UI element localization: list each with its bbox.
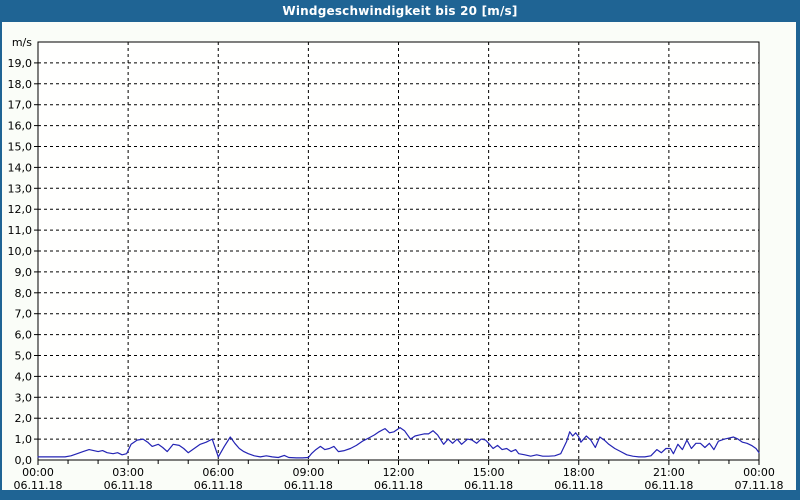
- svg-text:06.11.18: 06.11.18: [554, 479, 603, 490]
- svg-text:06.11.18: 06.11.18: [644, 479, 693, 490]
- svg-text:13,0: 13,0: [8, 182, 33, 195]
- svg-text:17,0: 17,0: [8, 99, 33, 112]
- svg-text:11,0: 11,0: [8, 224, 33, 237]
- svg-text:06.11.18: 06.11.18: [464, 479, 513, 490]
- svg-text:09:00: 09:00: [293, 466, 325, 479]
- svg-text:9,0: 9,0: [15, 266, 33, 279]
- svg-text:12:00: 12:00: [383, 466, 415, 479]
- svg-text:21:00: 21:00: [653, 466, 685, 479]
- svg-text:12,0: 12,0: [8, 203, 33, 216]
- svg-text:00:00: 00:00: [22, 466, 54, 479]
- chart-title: Windgeschwindigkeit bis 20 [m/s]: [282, 4, 518, 18]
- svg-text:16,0: 16,0: [8, 120, 33, 133]
- svg-text:00:00: 00:00: [743, 466, 775, 479]
- svg-text:15,0: 15,0: [8, 141, 33, 154]
- svg-text:14,0: 14,0: [8, 161, 33, 174]
- svg-text:m/s: m/s: [12, 36, 32, 49]
- svg-text:15:00: 15:00: [473, 466, 505, 479]
- svg-text:19,0: 19,0: [8, 57, 33, 70]
- svg-text:06.11.18: 06.11.18: [14, 479, 63, 490]
- chart-panel: 0,0 1,0 2,0 3,0 4,0 5,0 6,0 7,0 8,0 9,0 10,0 11,0 12…: [2, 22, 796, 492]
- svg-text:10,0: 10,0: [8, 245, 33, 258]
- svg-text:7,0: 7,0: [15, 308, 33, 321]
- wind-speed-chart: 0,0 1,0 2,0 3,0 4,0 5,0 6,0 7,0 8,0 9,0 10,0 11,0 12…: [8, 36, 784, 492]
- svg-text:06.11.18: 06.11.18: [194, 479, 243, 490]
- svg-text:06:00: 06:00: [202, 466, 234, 479]
- svg-text:3,0: 3,0: [15, 391, 33, 404]
- svg-text:1,0: 1,0: [15, 433, 33, 446]
- svg-text:07.11.18: 07.11.18: [735, 479, 784, 490]
- svg-text:5,0: 5,0: [15, 350, 33, 363]
- svg-text:06.11.18: 06.11.18: [284, 479, 333, 490]
- title-bar: Windgeschwindigkeit bis 20 [m/s]: [0, 0, 800, 22]
- svg-text:8,0: 8,0: [15, 287, 33, 300]
- svg-text:06.11.18: 06.11.18: [104, 479, 153, 490]
- svg-text:6,0: 6,0: [15, 329, 33, 342]
- svg-text:18:00: 18:00: [563, 466, 595, 479]
- svg-text:06.11.18: 06.11.18: [374, 479, 423, 490]
- svg-text:2,0: 2,0: [15, 412, 33, 425]
- svg-text:03:00: 03:00: [112, 466, 144, 479]
- svg-text:18,0: 18,0: [8, 78, 33, 91]
- svg-text:0,0: 0,0: [15, 454, 33, 467]
- svg-text:4,0: 4,0: [15, 370, 33, 383]
